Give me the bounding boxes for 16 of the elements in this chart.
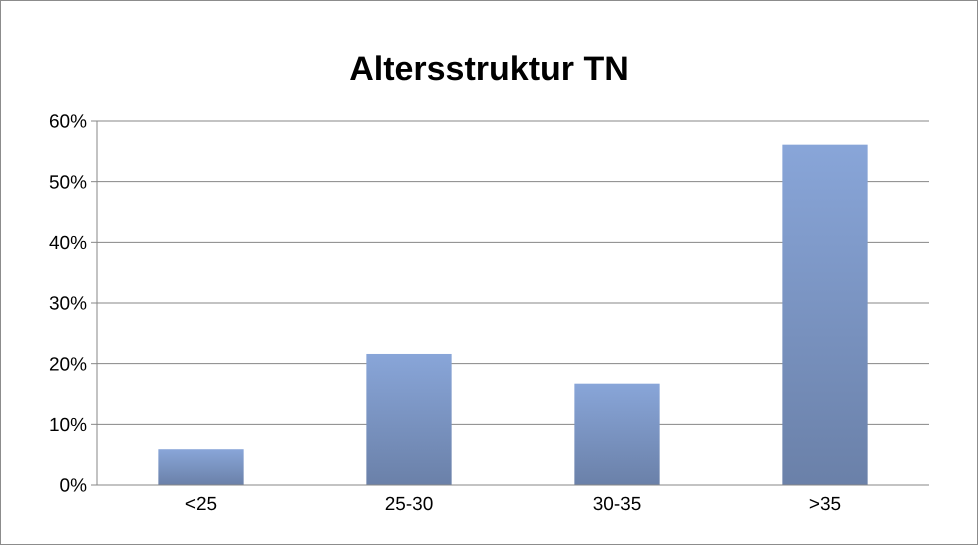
- y-tick-label: 50%: [48, 172, 88, 194]
- bar: [158, 449, 244, 485]
- y-tick-label: 0%: [60, 476, 88, 497]
- bar: [574, 384, 660, 485]
- x-tick-label: 30-35: [592, 494, 642, 515]
- y-tick-label: 40%: [48, 232, 88, 254]
- y-tick-label: 20%: [48, 354, 88, 376]
- y-tick-label: 30%: [48, 294, 88, 315]
- x-tick-label: 25-30: [384, 494, 434, 515]
- chart-title: Altersstruktur TN: [349, 50, 629, 88]
- y-tick-label: 60%: [48, 112, 88, 133]
- x-tick-label: <25: [184, 494, 218, 515]
- x-tick-label: >35: [808, 494, 842, 515]
- bar: [782, 144, 868, 485]
- y-tick-label: 10%: [48, 414, 88, 436]
- bar: [366, 354, 452, 485]
